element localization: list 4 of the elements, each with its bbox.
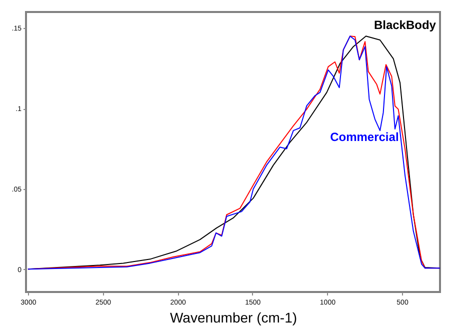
series-label: BlackBody (374, 18, 436, 32)
line-series (27, 36, 440, 270)
x-axis-title: Wavenumber (cm-1) (170, 310, 298, 326)
series-label: Commercial (330, 130, 399, 144)
